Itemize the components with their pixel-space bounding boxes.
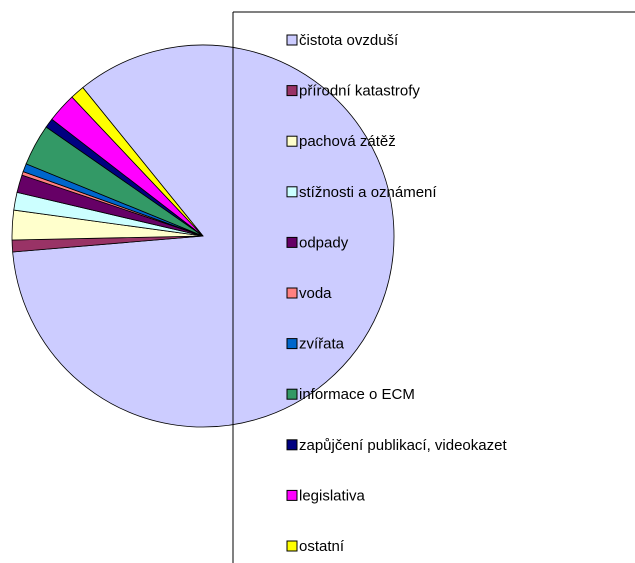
pie bbox=[11, 44, 395, 428]
legend-swatch bbox=[286, 338, 298, 350]
legend-label: legislativa bbox=[299, 487, 366, 504]
legend-label: odpady bbox=[299, 234, 349, 251]
legend-swatch bbox=[286, 439, 298, 451]
legend-swatch bbox=[286, 186, 298, 198]
pie-slice bbox=[12, 44, 395, 428]
legend-label: zvířata bbox=[299, 336, 345, 353]
legend-swatch bbox=[286, 85, 298, 97]
legend-label: stížnosti a oznámení bbox=[299, 184, 437, 201]
legend-swatch bbox=[286, 236, 298, 248]
legend-swatch bbox=[286, 287, 298, 299]
legend-swatch bbox=[286, 388, 298, 400]
legend-label: ostatní bbox=[299, 538, 345, 555]
legend-label: přírodní katastrofy bbox=[299, 83, 420, 100]
legend-label: zapůjčení publikací, videokazet bbox=[299, 437, 507, 454]
legend: čistota ovzduší přírodní katastrofy pachov… bbox=[232, 11, 635, 563]
legend-swatch bbox=[286, 34, 298, 46]
legend-swatch bbox=[286, 540, 298, 552]
legend-swatch bbox=[286, 489, 298, 501]
legend-label: čistota ovzduší bbox=[299, 32, 399, 49]
legend-label: pachová zátěž bbox=[299, 133, 396, 150]
pie-slice bbox=[71, 87, 204, 237]
legend-label: voda bbox=[299, 285, 332, 302]
legend-swatch bbox=[286, 135, 298, 147]
legend-label: informace o ECM bbox=[299, 386, 415, 403]
